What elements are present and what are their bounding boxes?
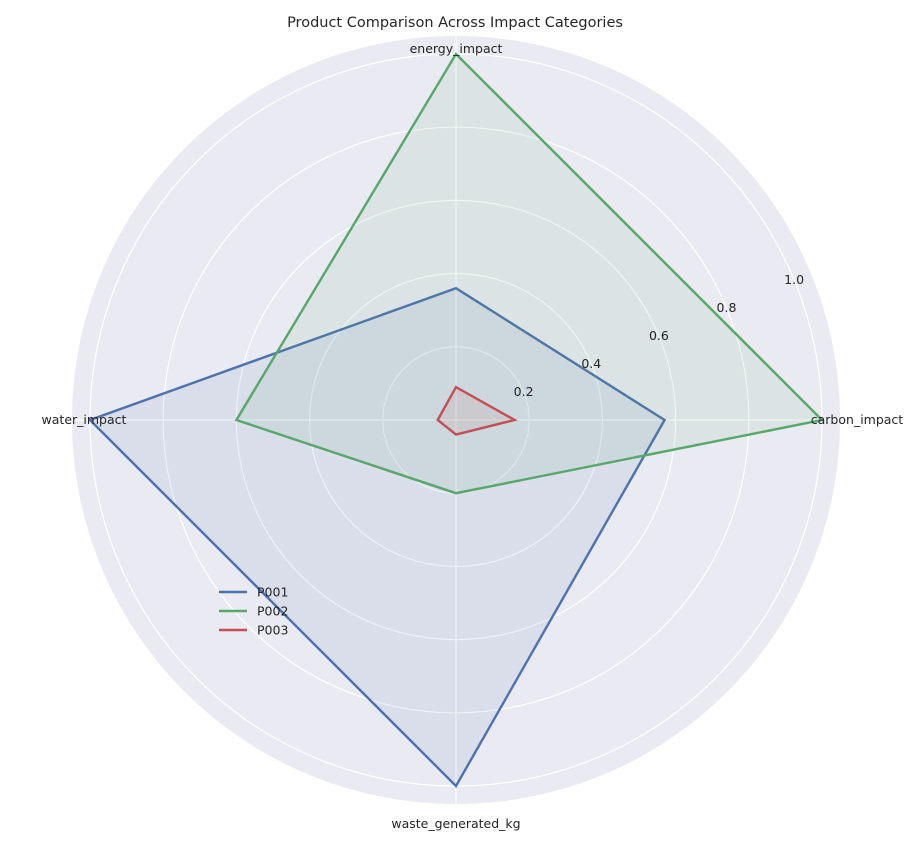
legend: P001 P002 P003 [219,585,288,638]
series-line-p002 [234,52,825,495]
radial-tick-labels: 0.2 0.4 0.6 0.8 1.0 [514,272,804,399]
radial-tick-label: 0.4 [581,356,601,371]
radial-tick-label: 0.8 [717,300,737,315]
axis-label-energy-impact: energy_impact [410,41,503,56]
series-layer [87,52,825,788]
radial-tick-label: 0.2 [514,384,534,399]
axis-labels: carbon_impact energy_impact water_impactwa… [42,41,904,831]
axis-label-carbon-impact: carbon_impact [811,412,904,427]
chart-title: Product Comparison Across Impact Categor… [287,15,623,31]
axis-label-water-impact: water_impact [42,412,127,427]
series-area-p001 [90,288,665,786]
grid-spokes [72,36,840,804]
series-area-p003 [437,387,515,435]
axis-label-waste-generated-kg: waste_generated_kg [391,816,520,831]
radial-tick-label: 1.0 [784,272,804,287]
series-line-p003 [436,385,518,436]
legend-label-p003: P003 [257,623,288,638]
series-area-p002 [236,54,822,494]
series-line-p001 [87,286,667,788]
radial-tick-label: 0.6 [649,328,669,343]
legend-label-p002: P002 [257,604,288,619]
legend-label-p001: P001 [257,585,288,600]
